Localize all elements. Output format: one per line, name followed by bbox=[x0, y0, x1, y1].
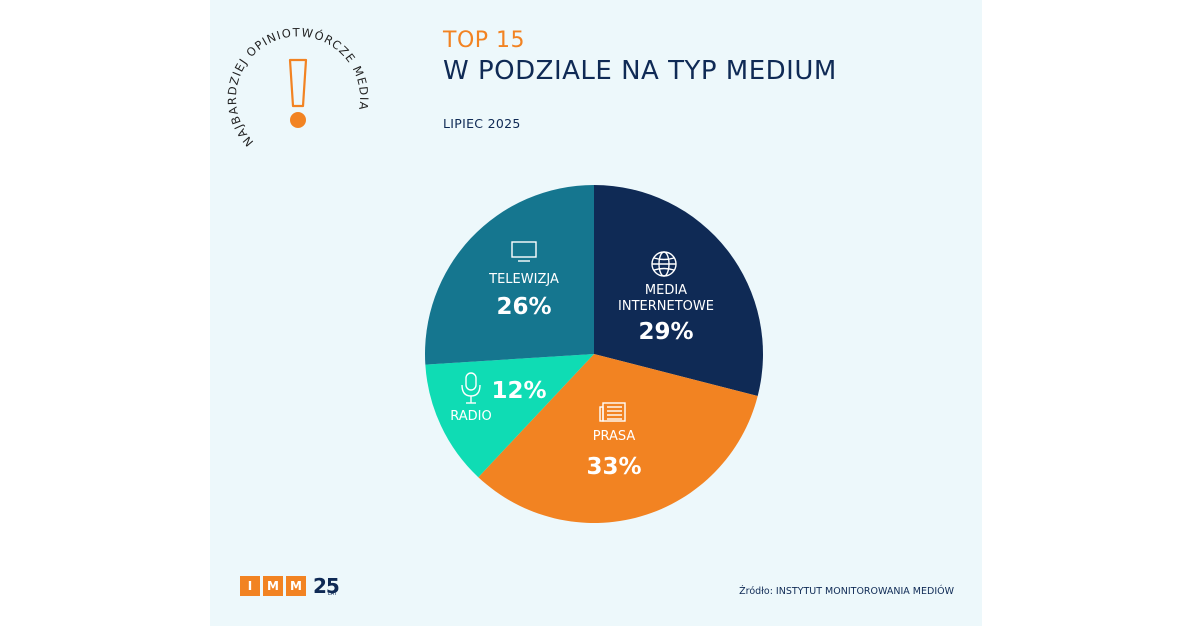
slice-value-label: 33% bbox=[586, 454, 641, 480]
imm-logo: I M M 25 LAT bbox=[240, 574, 340, 598]
chart-title: W PODZIALE NA TYP MEDIUM bbox=[443, 56, 837, 86]
pie-slice bbox=[425, 185, 594, 365]
slice-category-label: MEDIA bbox=[645, 283, 687, 298]
anniversary-mark: 25 LAT bbox=[313, 574, 340, 598]
slice-value-label: 12% bbox=[491, 378, 546, 404]
logo-letter: I bbox=[240, 576, 260, 596]
source-note: Źródło: INSTYTUT MONITOROWANIA MEDIÓW bbox=[739, 586, 954, 597]
logo-letter: M bbox=[286, 576, 306, 596]
newspaper-icon bbox=[599, 402, 626, 422]
pie-slice bbox=[478, 354, 758, 524]
slice-value-label: 29% bbox=[638, 319, 693, 345]
badge-circular-text: NAJBARDZIEJ OPINIOTWÓRCZE MEDIA bbox=[225, 25, 371, 149]
chart-subtitle: TOP 15 bbox=[443, 28, 526, 53]
date-label: LIPIEC 2025 bbox=[443, 116, 521, 131]
anniversary-number: 25 bbox=[313, 574, 340, 598]
slice-value-label: 26% bbox=[496, 294, 551, 320]
slice-category-label: TELEWIZJA bbox=[488, 272, 559, 287]
tv-icon bbox=[511, 241, 537, 262]
logo-letter: M bbox=[263, 576, 283, 596]
pie-slice bbox=[425, 354, 594, 478]
slice-category-label: INTERNETOWE bbox=[618, 299, 714, 314]
badge-circular: NAJBARDZIEJ OPINIOTWÓRCZE MEDIA bbox=[225, 25, 371, 149]
exclamation-icon bbox=[288, 58, 308, 128]
globe-icon bbox=[651, 251, 677, 277]
pie-slice bbox=[594, 185, 763, 397]
microphone-icon bbox=[461, 372, 481, 404]
slice-category-label: RADIO bbox=[450, 409, 491, 424]
anniversary-sub: LAT bbox=[327, 591, 337, 597]
slice-category-label: PRASA bbox=[593, 429, 636, 444]
